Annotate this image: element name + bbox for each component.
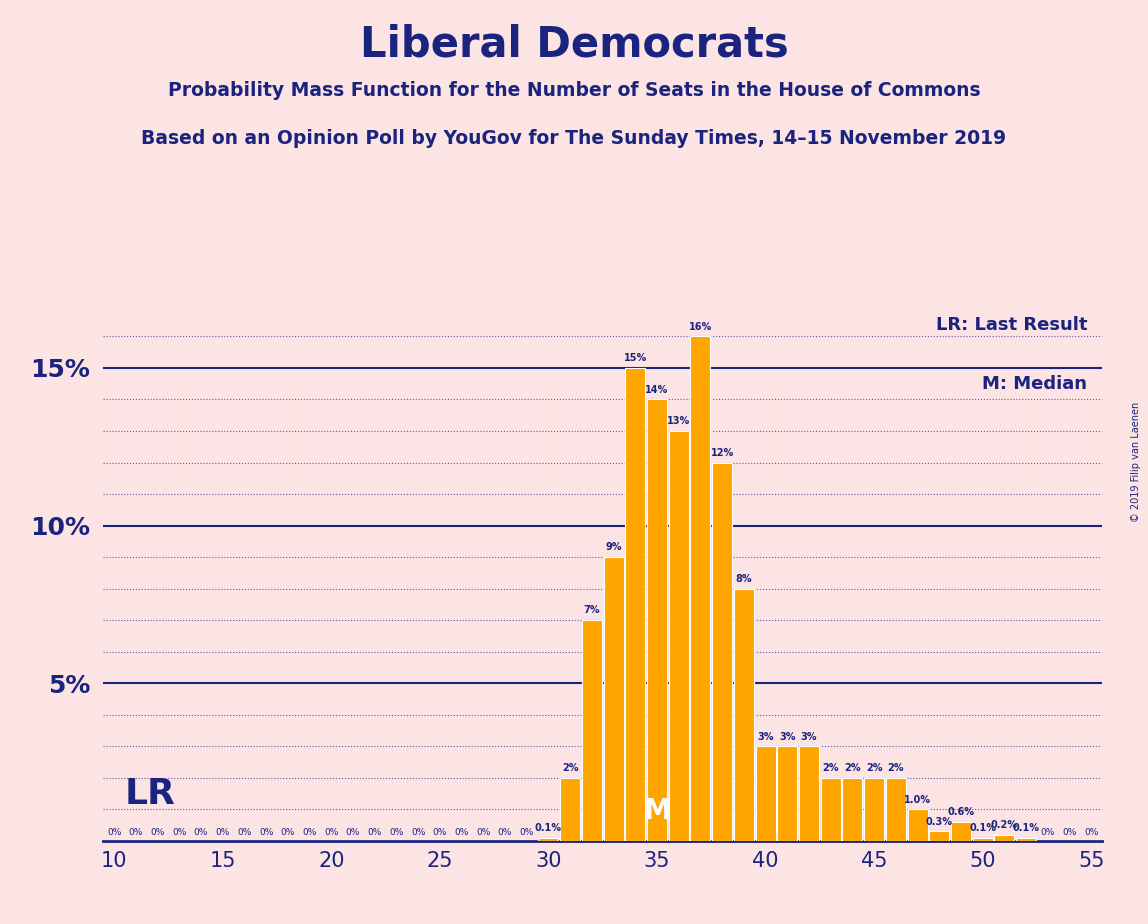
Text: 0.2%: 0.2% bbox=[991, 820, 1018, 830]
Text: Probability Mass Function for the Number of Seats in the House of Commons: Probability Mass Function for the Number… bbox=[168, 81, 980, 101]
Bar bbox=[843, 778, 862, 841]
Text: Liberal Democrats: Liberal Democrats bbox=[359, 23, 789, 65]
Text: LR: Last Result: LR: Last Result bbox=[936, 316, 1087, 334]
Bar bbox=[626, 368, 645, 841]
Text: 2%: 2% bbox=[887, 763, 905, 773]
Bar bbox=[777, 747, 797, 841]
Text: 0%: 0% bbox=[107, 828, 122, 837]
Bar bbox=[908, 809, 928, 841]
Text: LR: LR bbox=[125, 776, 176, 810]
Text: 0%: 0% bbox=[476, 828, 490, 837]
Bar bbox=[755, 747, 776, 841]
Text: 14%: 14% bbox=[645, 384, 668, 395]
Bar bbox=[864, 778, 884, 841]
Text: M: M bbox=[643, 797, 670, 825]
Bar bbox=[690, 336, 711, 841]
Text: 0.3%: 0.3% bbox=[925, 817, 953, 827]
Bar bbox=[560, 778, 580, 841]
Text: 0.1%: 0.1% bbox=[969, 823, 996, 833]
Text: 9%: 9% bbox=[605, 542, 622, 553]
Text: 2%: 2% bbox=[561, 763, 579, 773]
Text: 0%: 0% bbox=[389, 828, 404, 837]
Text: 0%: 0% bbox=[1084, 828, 1099, 837]
Text: 0%: 0% bbox=[259, 828, 273, 837]
Text: 15%: 15% bbox=[623, 353, 646, 363]
Text: 0%: 0% bbox=[172, 828, 186, 837]
Bar bbox=[951, 822, 971, 841]
Text: 0%: 0% bbox=[324, 828, 339, 837]
Text: 0%: 0% bbox=[150, 828, 165, 837]
Bar bbox=[972, 838, 993, 841]
Bar bbox=[712, 463, 732, 841]
Text: 3%: 3% bbox=[758, 732, 774, 742]
Text: 0%: 0% bbox=[346, 828, 360, 837]
Text: 0%: 0% bbox=[498, 828, 512, 837]
Text: 0%: 0% bbox=[129, 828, 144, 837]
Text: 2%: 2% bbox=[866, 763, 883, 773]
Text: 0%: 0% bbox=[520, 828, 534, 837]
Bar bbox=[799, 747, 819, 841]
Text: 0%: 0% bbox=[433, 828, 447, 837]
Text: 3%: 3% bbox=[800, 732, 817, 742]
Text: 1.0%: 1.0% bbox=[903, 795, 931, 805]
Bar bbox=[886, 778, 906, 841]
Text: 0%: 0% bbox=[411, 828, 426, 837]
Text: 2%: 2% bbox=[844, 763, 861, 773]
Text: 7%: 7% bbox=[583, 605, 600, 615]
Bar bbox=[582, 620, 602, 841]
Bar bbox=[994, 834, 1015, 841]
Text: 0.6%: 0.6% bbox=[947, 808, 975, 817]
Text: 12%: 12% bbox=[711, 448, 734, 457]
Text: 0%: 0% bbox=[302, 828, 317, 837]
Text: M: Median: M: Median bbox=[982, 374, 1087, 393]
Text: © 2019 Filip van Laenen: © 2019 Filip van Laenen bbox=[1131, 402, 1141, 522]
Bar bbox=[734, 589, 754, 841]
Bar bbox=[821, 778, 840, 841]
Text: 0.1%: 0.1% bbox=[535, 823, 561, 833]
Text: 0%: 0% bbox=[1040, 828, 1055, 837]
Text: 3%: 3% bbox=[779, 732, 796, 742]
Text: 0.1%: 0.1% bbox=[1013, 823, 1040, 833]
Text: 0%: 0% bbox=[1062, 828, 1077, 837]
Text: 16%: 16% bbox=[689, 322, 712, 332]
Text: 13%: 13% bbox=[667, 417, 690, 426]
Text: 0%: 0% bbox=[455, 828, 468, 837]
Text: 8%: 8% bbox=[736, 574, 752, 584]
Bar bbox=[929, 832, 949, 841]
Text: 0%: 0% bbox=[367, 828, 382, 837]
Text: 0%: 0% bbox=[280, 828, 295, 837]
Text: 0%: 0% bbox=[216, 828, 230, 837]
Text: 0%: 0% bbox=[238, 828, 251, 837]
Bar bbox=[538, 838, 558, 841]
Bar bbox=[604, 557, 623, 841]
Text: 0%: 0% bbox=[194, 828, 208, 837]
Bar bbox=[668, 431, 689, 841]
Text: 2%: 2% bbox=[822, 763, 839, 773]
Bar bbox=[1016, 838, 1037, 841]
Text: Based on an Opinion Poll by YouGov for The Sunday Times, 14–15 November 2019: Based on an Opinion Poll by YouGov for T… bbox=[141, 129, 1007, 149]
Bar bbox=[647, 399, 667, 841]
